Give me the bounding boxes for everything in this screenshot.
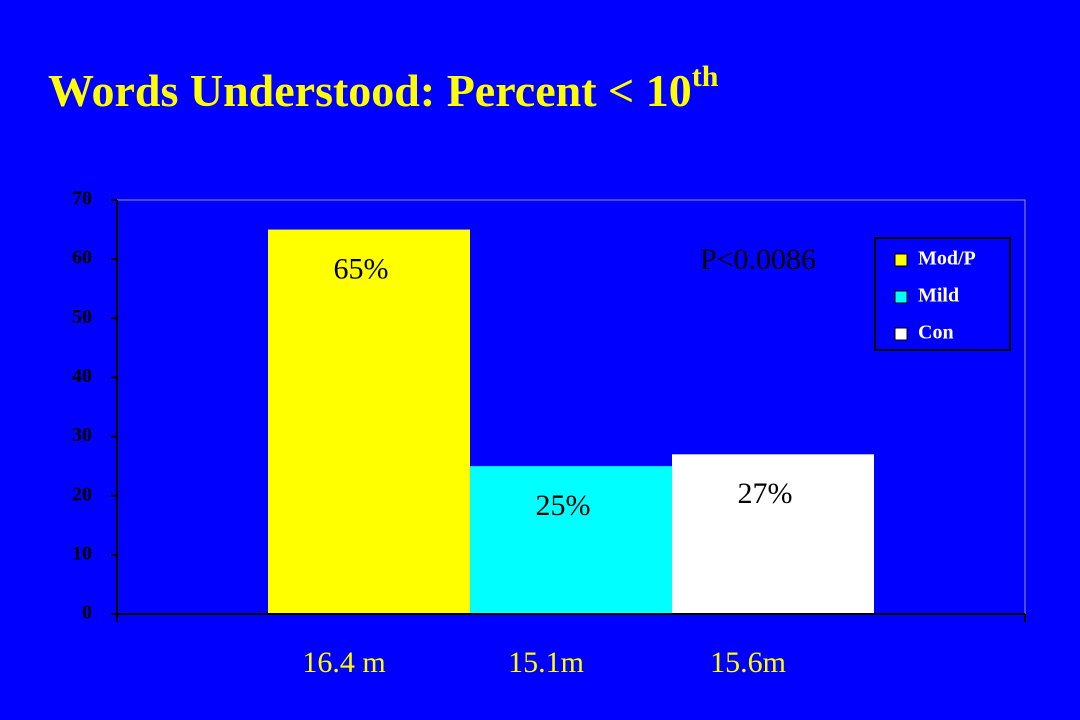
legend-label: Con	[918, 322, 954, 344]
x-tick-label: 15.6m	[710, 646, 786, 679]
y-tick-label: 60	[72, 247, 92, 269]
y-tick-label: 50	[72, 306, 92, 328]
x-tick-label: 16.4 m	[302, 646, 385, 679]
value-label: 27%	[738, 477, 793, 510]
legend-label: Mod/P	[918, 248, 976, 270]
y-tick-label: 0	[82, 602, 92, 624]
title-main: Words Understood: Percent < 10	[48, 65, 692, 116]
annotation: P<0.0086	[700, 243, 816, 276]
legend-label: Mild	[918, 285, 959, 307]
value-label: 25%	[536, 489, 591, 522]
y-tick-label: 10	[72, 542, 92, 564]
chart-title: Words Understood: Percent < 10th	[48, 60, 719, 116]
y-tick-label: 30	[72, 424, 92, 446]
bar	[268, 229, 470, 615]
legend-swatch	[894, 327, 908, 341]
y-tick-label: 40	[72, 365, 92, 387]
y-tick-label: 70	[72, 188, 92, 210]
y-tick-label: 20	[72, 483, 92, 505]
title-superscript: th	[692, 60, 719, 93]
x-tick-label: 15.1m	[508, 646, 584, 679]
bar	[672, 454, 874, 614]
bar	[470, 466, 672, 614]
value-label: 65%	[334, 252, 389, 285]
legend-swatch	[894, 290, 908, 304]
legend-swatch	[894, 253, 908, 267]
